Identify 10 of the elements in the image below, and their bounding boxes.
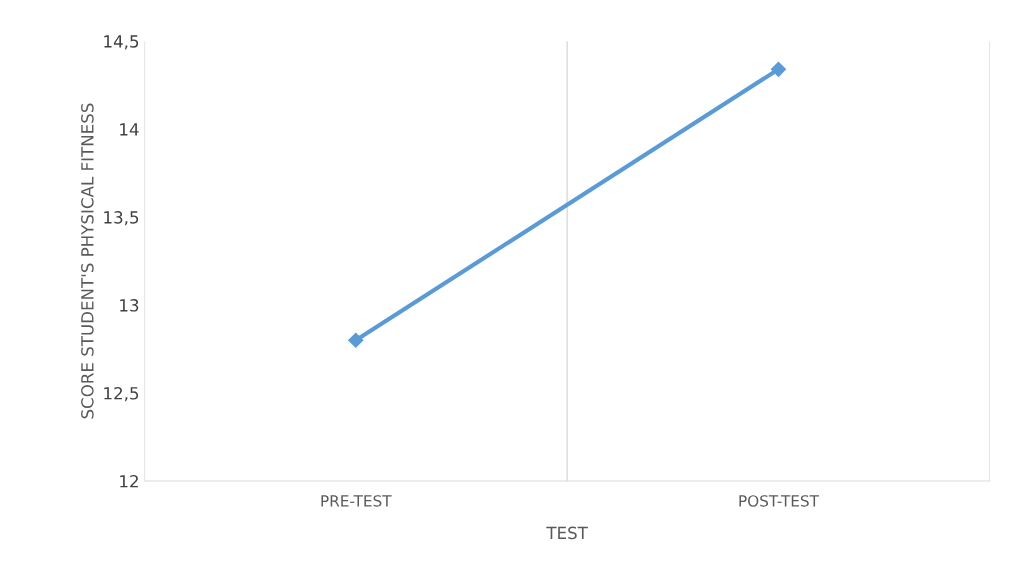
y-tick-label: 14: [120, 123, 139, 136]
y-tick-label: 14,5: [104, 35, 139, 50]
y-tick-label: 13,5: [104, 211, 139, 226]
x-axis-title: TEST: [546, 526, 588, 540]
y-axis-title: SCORE STUDENT'S PHYSICAL FITNESS: [81, 103, 94, 419]
y-tick-label: 13: [120, 299, 139, 312]
x-tick-label: PRE-TEST: [321, 495, 392, 507]
y-tick-label: 12,5: [104, 386, 139, 402]
x-tick-label: POST-TEST: [739, 495, 820, 507]
y-tick-label: 12: [120, 474, 138, 488]
